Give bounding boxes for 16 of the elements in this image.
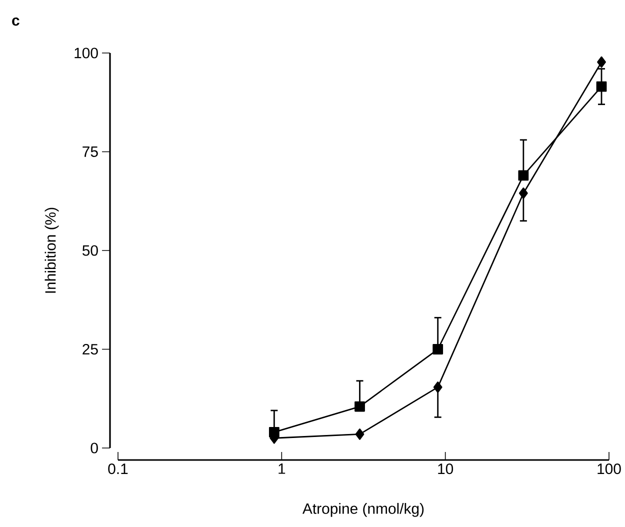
point <box>432 344 444 354</box>
y-tick-label: 25 <box>82 344 98 355</box>
y-tick-label: 0 <box>90 442 98 454</box>
y-axis-title: Inhibition (%) <box>44 208 59 293</box>
text: c <box>12 18 20 26</box>
y-tick-label: 50 <box>82 245 98 256</box>
y-tick-label: 75 <box>82 146 98 157</box>
x-tick-label: 0.1 <box>108 464 128 474</box>
point <box>596 81 607 92</box>
x-tick-label: 1 <box>278 464 286 474</box>
point <box>597 56 606 68</box>
y-tick-label: 100 <box>74 48 98 58</box>
x-axis-title: Atropine (nmol/kg) <box>302 502 424 517</box>
x-tick-label: 10 <box>438 464 454 474</box>
x-tick-label: 100 <box>598 464 621 474</box>
point <box>433 381 442 393</box>
